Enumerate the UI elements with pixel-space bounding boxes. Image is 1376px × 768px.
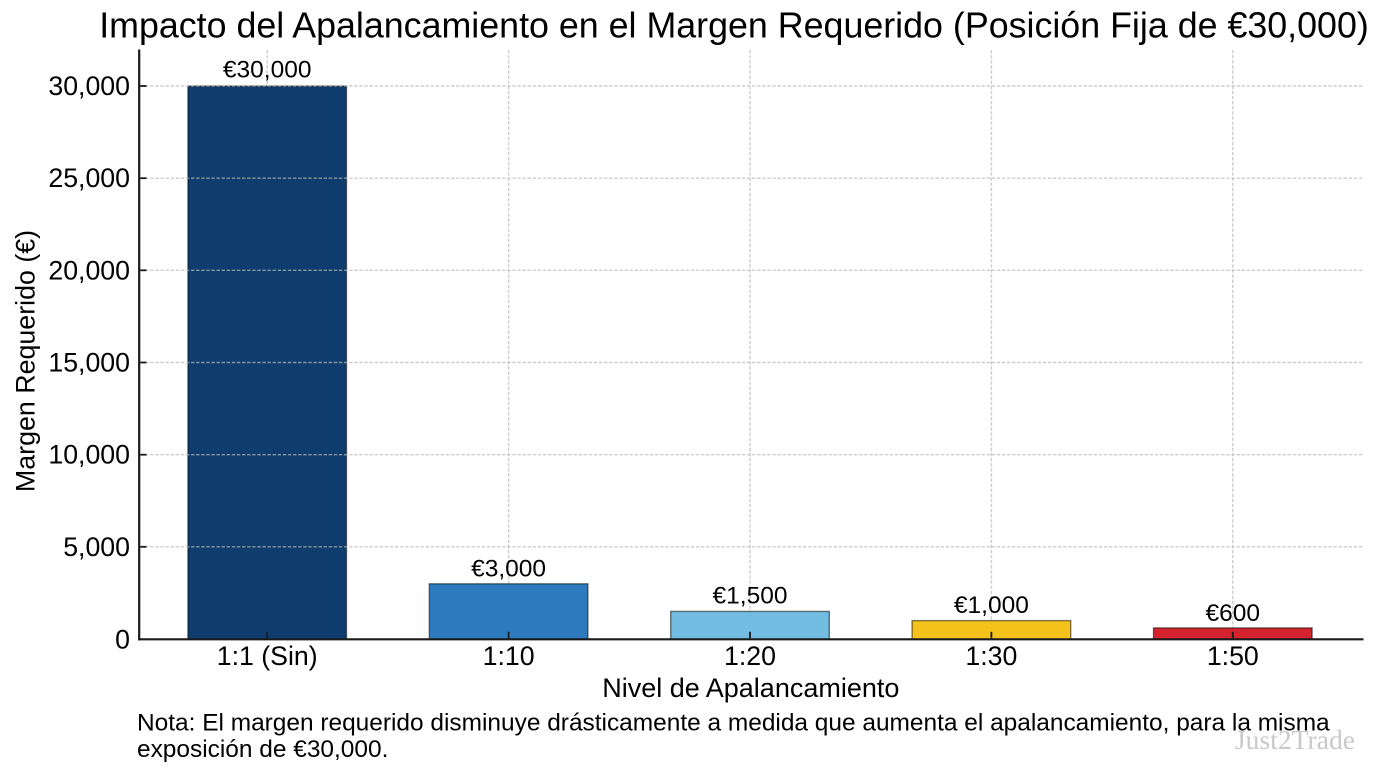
- svg-text:exposición de €30,000.: exposición de €30,000.: [137, 736, 388, 763]
- svg-text:10,000: 10,000: [48, 440, 130, 470]
- svg-text:€1,500: €1,500: [713, 583, 788, 610]
- svg-text:1:1 (Sin): 1:1 (Sin): [217, 641, 318, 671]
- svg-text:Impacto del Apalancamiento en: Impacto del Apalancamiento en el Margen …: [99, 6, 1369, 46]
- svg-text:5,000: 5,000: [63, 532, 130, 562]
- svg-text:20,000: 20,000: [48, 255, 130, 285]
- svg-text:1:50: 1:50: [1207, 641, 1259, 671]
- svg-text:€30,000: €30,000: [223, 57, 312, 84]
- svg-text:0: 0: [115, 624, 130, 654]
- svg-text:1:10: 1:10: [483, 641, 535, 671]
- svg-text:€3,000: €3,000: [471, 555, 546, 582]
- svg-text:Margen Requerido (€): Margen Requerido (€): [11, 230, 41, 492]
- svg-text:Nivel de Apalancamiento: Nivel de Apalancamiento: [602, 673, 899, 703]
- svg-text:15,000: 15,000: [48, 348, 130, 378]
- svg-text:25,000: 25,000: [48, 163, 130, 193]
- svg-text:Just2Trade: Just2Trade: [1235, 724, 1355, 755]
- svg-text:1:20: 1:20: [724, 641, 776, 671]
- svg-text:€1,000: €1,000: [954, 592, 1029, 619]
- svg-text:30,000: 30,000: [48, 71, 130, 101]
- svg-text:€600: €600: [1206, 600, 1261, 627]
- svg-text:1:30: 1:30: [965, 641, 1017, 671]
- svg-text:Nota: El margen requerido dism: Nota: El margen requerido disminuye drás…: [137, 710, 1330, 737]
